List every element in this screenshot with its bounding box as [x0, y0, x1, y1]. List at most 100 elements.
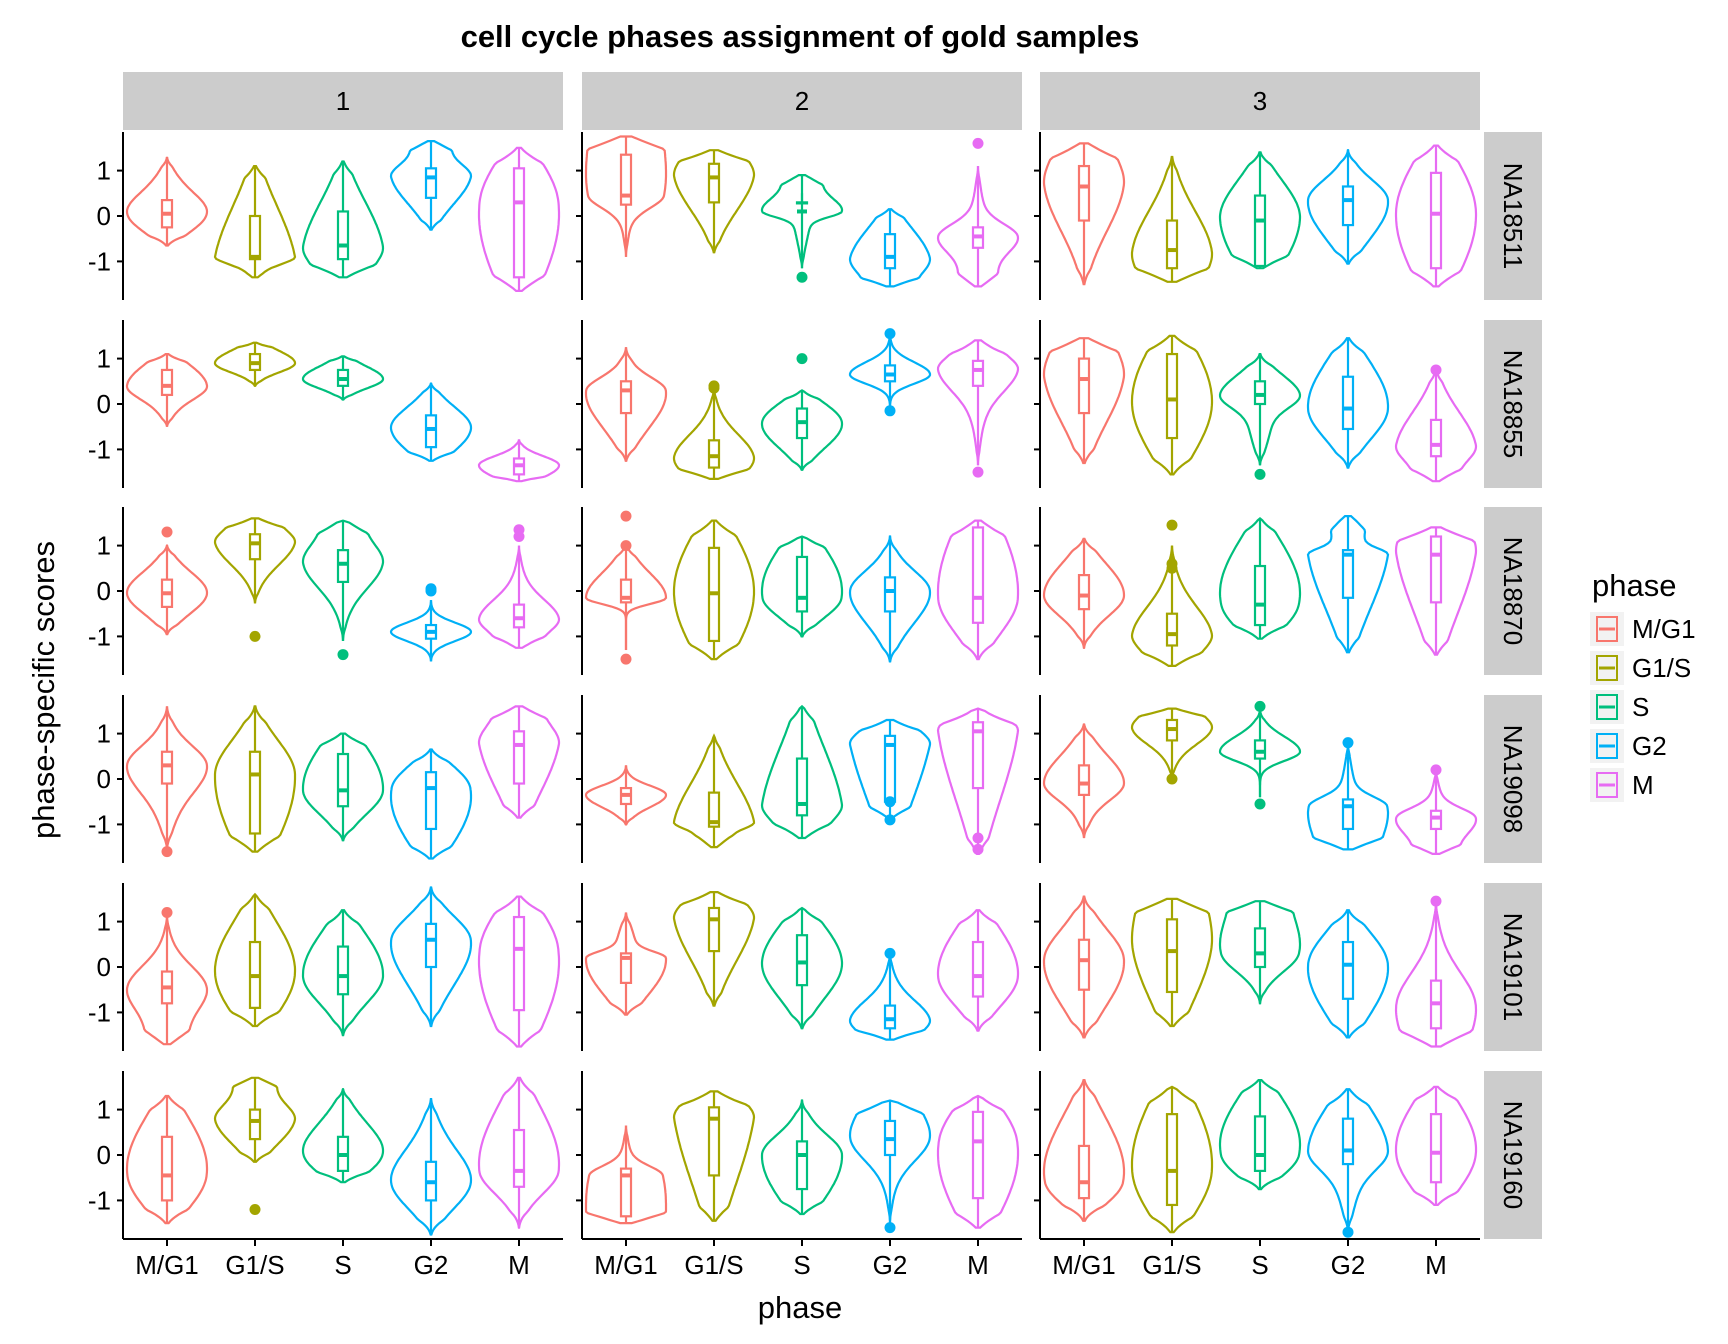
outlier-point: [620, 510, 632, 522]
boxplot-box: [1253, 564, 1267, 627]
violin-G2: [1306, 515, 1390, 654]
boxplot-box: [1253, 380, 1267, 406]
outlier-point: [249, 630, 261, 642]
violin-M/G1: [584, 135, 668, 257]
x-tick-label: S: [1251, 1250, 1268, 1280]
panel-NA19101-2: [576, 883, 1020, 1051]
violin-M: [1394, 526, 1478, 656]
x-tick-label: G1/S: [1142, 1250, 1201, 1280]
boxplot-box: [248, 750, 262, 835]
x-tick-label: M: [1425, 1250, 1447, 1280]
violin-G1/S: [672, 1090, 756, 1222]
x-tick-label: S: [334, 1250, 351, 1280]
panel-NA18855-2: [576, 320, 1020, 488]
boxplot-box: [707, 906, 721, 953]
y-tick-label: 0: [97, 764, 111, 794]
boxplot-box: [971, 526, 985, 624]
violin-G1/S: [1130, 334, 1214, 476]
outlier-point: [620, 653, 632, 665]
y-axis-title: phase-specific scores: [26, 541, 61, 839]
x-tick-label: G1/S: [225, 1250, 284, 1280]
boxplot-box: [160, 1135, 174, 1202]
col-strip-1: 1: [123, 72, 563, 130]
violin-G1/S: [672, 891, 756, 1007]
violin-G1/S: [213, 1076, 297, 1163]
y-tick-label: -1: [88, 434, 111, 464]
boxplot-box: [424, 771, 438, 831]
legend-title: phase: [1592, 568, 1676, 603]
boxplot-box: [1429, 171, 1443, 270]
legend-label: S: [1632, 692, 1649, 722]
y-tick-label: 0: [97, 389, 111, 419]
boxplot-box: [512, 915, 526, 1012]
legend-key: [1596, 694, 1618, 720]
outlier-point: [884, 796, 896, 808]
boxplot-box: [160, 750, 174, 785]
boxplot-box: [1341, 185, 1355, 227]
boxplot-box: [619, 952, 633, 984]
outlier-point: [884, 814, 896, 826]
panel-NA19101-1: 1 0 -1: [88, 883, 561, 1051]
violin-G1/S: [1130, 707, 1214, 780]
outlier-point: [337, 649, 349, 661]
x-axis-3: M/G1 G1/S S G2 M: [1040, 1238, 1480, 1280]
violin-M/G1: [1042, 337, 1126, 465]
violin-S: [301, 160, 385, 279]
violin-S: [1218, 900, 1302, 1005]
col-strip-3: 3: [1040, 72, 1480, 130]
boxplot-box: [971, 940, 985, 998]
y-tick-label: 1: [97, 531, 111, 561]
outlier-point: [1430, 764, 1442, 776]
outlier-point: [425, 583, 437, 595]
outlier-point: [708, 380, 720, 392]
boxplot-box: [1429, 418, 1443, 458]
outlier-point: [513, 524, 525, 536]
x-tick-label: M: [508, 1250, 530, 1280]
panel-NA19101-3: [1034, 883, 1478, 1051]
x-axis-2: M/G1 G1/S S G2 M: [582, 1238, 1022, 1280]
outlier-point: [1430, 895, 1442, 907]
legend-key: [1596, 655, 1618, 681]
violin-M: [936, 909, 1020, 1032]
violin-G2: [848, 718, 932, 819]
boxplot-box: [1341, 549, 1355, 599]
y-tick-label: -1: [88, 1185, 111, 1215]
panel-NA18511-2: [576, 132, 1020, 300]
row-strip-label: NA18870: [1498, 537, 1528, 645]
x-tick-label: M/G1: [135, 1250, 199, 1280]
outlier-point: [1254, 798, 1266, 810]
violin-G2: [848, 331, 932, 409]
row-strip-label: NA19101: [1498, 913, 1528, 1021]
boxplot-box: [1429, 535, 1443, 604]
boxplot-box: [1077, 764, 1091, 796]
x-tick-label: S: [793, 1250, 810, 1280]
panel-NA18870-1: 1 0 -1: [88, 507, 561, 675]
boxplot-box: [1253, 927, 1267, 969]
boxplot-box: [1077, 1144, 1091, 1200]
outlier-point: [884, 328, 896, 340]
violin-G2: [848, 1099, 932, 1224]
boxplot-box: [971, 359, 985, 387]
violin-M/G1: [1042, 895, 1126, 1039]
y-tick-label: 1: [97, 1095, 111, 1125]
boxplot-box: [883, 1004, 897, 1030]
boxplot-box: [707, 1106, 721, 1177]
outlier-point: [161, 526, 173, 538]
violin-S: [760, 1099, 844, 1216]
row-strip-NA19160: NA19160: [1484, 1071, 1542, 1239]
legend-label: M: [1632, 770, 1654, 800]
violin-G1/S: [213, 517, 297, 604]
outlier-point: [1430, 364, 1442, 376]
boxplot-box: [1341, 1117, 1355, 1166]
panel-NA19160-2: [576, 1071, 1020, 1239]
boxplot-box: [1253, 739, 1267, 760]
violin-G2: [389, 140, 473, 231]
violin-M: [936, 1094, 1020, 1229]
outlier-point: [1342, 1226, 1354, 1238]
boxplot-box: [424, 922, 438, 969]
violin-M: [477, 705, 561, 819]
violin-M/G1: [125, 1094, 209, 1225]
violin-S: [1218, 1079, 1302, 1191]
violin-M: [936, 519, 1020, 661]
outlier-point: [161, 846, 173, 858]
